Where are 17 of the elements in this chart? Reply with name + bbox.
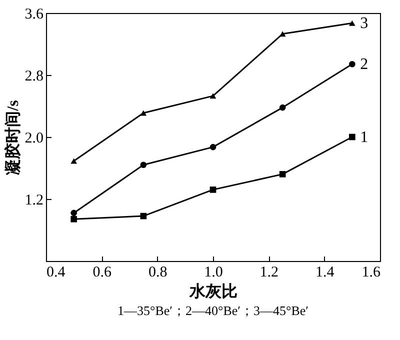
x-tick-label: 0.6: [92, 264, 112, 280]
x-tick-label: 1.0: [204, 264, 223, 280]
series-label: 1: [360, 129, 368, 146]
x-tick-label: 1.6: [362, 264, 381, 280]
x-tick-label: 0.4: [46, 264, 66, 280]
x-tick-label: 1.2: [260, 264, 279, 280]
y-axis-title: 凝胶时间/s: [4, 100, 22, 175]
series-label: 3: [360, 15, 368, 32]
text: 1—35°Be′；2—40°Be′；3—45°Be′: [118, 303, 309, 318]
y-tick-label: 2.0: [24, 130, 44, 146]
series-label: 2: [360, 56, 368, 74]
y-tick-label: 3.6: [24, 6, 44, 22]
x-tick-label: 1.4: [315, 264, 335, 280]
x-tick-label: 0.8: [148, 264, 168, 280]
y-tick-label: 2.8: [24, 68, 44, 84]
y-tick-label: 1.2: [24, 192, 44, 208]
x-axis-title: 水灰比: [188, 282, 238, 300]
